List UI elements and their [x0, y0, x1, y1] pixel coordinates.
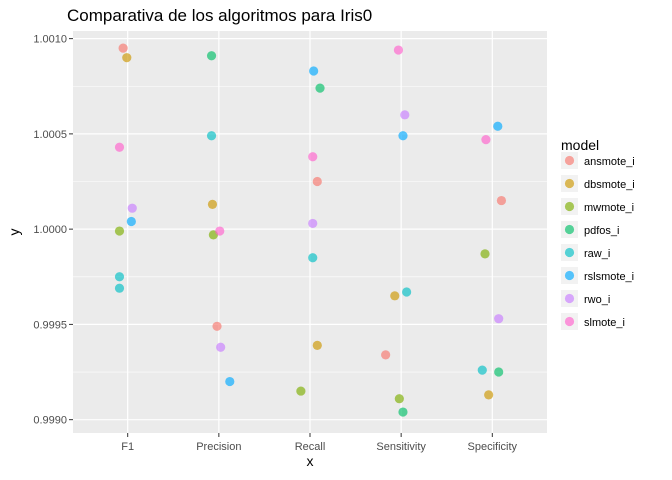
data-point [216, 342, 226, 352]
data-point [398, 407, 408, 417]
data-point [212, 321, 222, 331]
grid-lines [73, 31, 547, 433]
x-tick-label: Sensitivity [376, 441, 426, 453]
data-points [114, 43, 507, 417]
legend-label: dbsmote_i [584, 179, 635, 191]
x-tick-label: Precision [196, 441, 241, 453]
data-point [308, 253, 318, 263]
legend-key-point [564, 247, 575, 258]
y-axis-title: y [6, 229, 22, 236]
data-point [126, 216, 136, 227]
y-tick-label: 1.0005 [33, 129, 67, 141]
data-point [207, 199, 218, 209]
data-point [127, 203, 137, 213]
data-point [398, 131, 408, 141]
data-point [393, 45, 404, 55]
data-point [315, 83, 325, 93]
legend-label: slmote_i [584, 317, 625, 329]
x-tick-label: F1 [121, 441, 134, 453]
legend-key-point [564, 270, 575, 281]
legend-key-point [564, 178, 575, 189]
legend-key-point [564, 316, 575, 327]
data-point [122, 53, 132, 63]
data-point [308, 152, 318, 162]
legend-label: ansmote_i [584, 156, 635, 168]
data-point [215, 226, 225, 236]
axes: 0.9990 0.9995 1.0000 1.0005 1.0010 F1 Precisio… [33, 34, 517, 453]
data-point [484, 390, 494, 400]
data-point [481, 134, 491, 145]
data-point [493, 121, 503, 131]
data-point [309, 66, 319, 76]
legend-label: rslsmote_i [584, 271, 634, 283]
data-point [312, 176, 322, 187]
data-point [381, 350, 391, 360]
x-axis-title: x [307, 453, 314, 469]
data-point [225, 376, 235, 387]
data-point [206, 131, 217, 141]
data-point [206, 51, 217, 61]
legend-key-point [564, 293, 575, 304]
x-tick-label: Recall [295, 441, 326, 453]
data-point [118, 43, 128, 53]
data-point [402, 287, 412, 297]
data-point [477, 365, 487, 375]
data-point [394, 394, 404, 404]
legend-label: raw_i [584, 248, 610, 260]
data-point [400, 110, 410, 120]
data-point [480, 249, 490, 259]
data-point [114, 283, 125, 293]
legend-key-point [564, 224, 575, 235]
data-point [114, 142, 125, 152]
x-tick-label: Specificity [468, 441, 518, 453]
legend-key-point [564, 155, 575, 166]
legend-key-point [564, 201, 575, 212]
y-tick-label: 1.0000 [33, 224, 67, 236]
chart-title: Comparativa de los algoritmos para Iris0 [67, 6, 373, 25]
legend-label: pdfos_i [584, 225, 619, 237]
legend-label: rwo_i [584, 294, 610, 306]
data-point [296, 386, 306, 396]
data-point [312, 340, 322, 350]
data-point [496, 195, 507, 206]
legend-title: model [561, 137, 599, 153]
y-tick-label: 0.9995 [33, 319, 67, 331]
legend-label: mwmote_i [584, 202, 634, 214]
data-point [114, 272, 125, 282]
data-point [308, 218, 318, 229]
data-point [114, 226, 125, 236]
y-tick-label: 1.0010 [33, 34, 67, 46]
data-point [390, 291, 400, 301]
legend: model ansmote_i dbsmote_i mwmote_i pdfos_ir… [561, 137, 635, 330]
data-point [494, 314, 504, 324]
y-tick-label: 0.9990 [33, 415, 67, 427]
data-point [494, 367, 504, 377]
